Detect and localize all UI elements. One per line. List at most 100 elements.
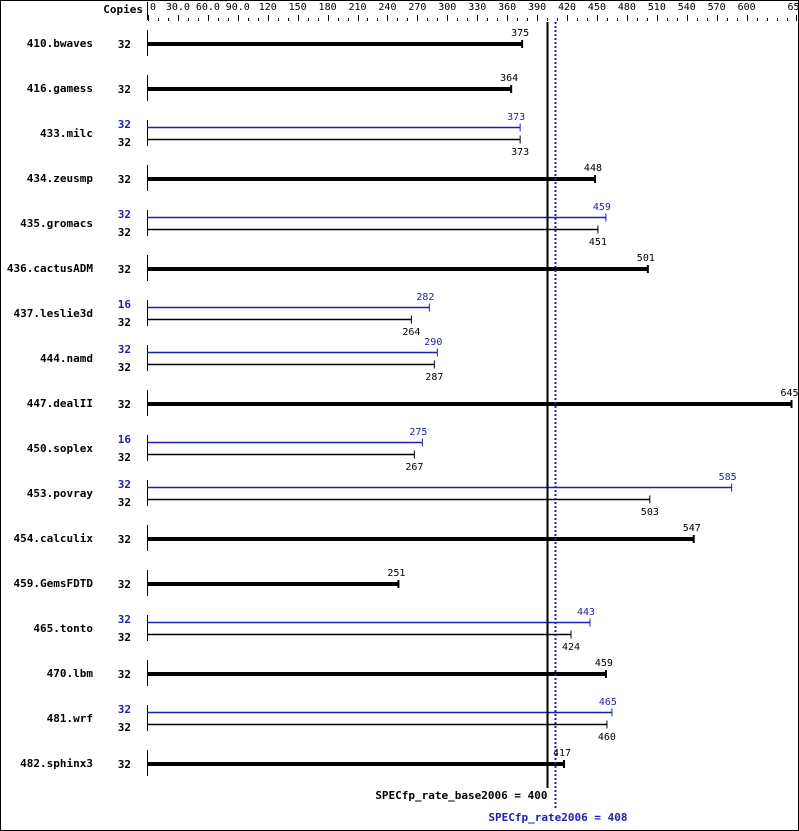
benchmark-name: 453.povray [27,487,94,500]
benchmark-row: 453.povray 32 32 585 503 [27,472,737,518]
peak-copies: 32 [118,118,131,131]
base-value: 424 [562,642,580,653]
axis-tick-label: 210 [348,2,366,13]
base-value: 460 [598,732,616,743]
benchmark-row: 435.gromacs 32 32 459 451 [20,202,611,248]
base-reference-label: SPECfp_rate_base2006 = 400 [375,789,547,802]
benchmark-row: 433.milc 32 32 373 373 [40,112,529,158]
peak-copies: 32 [118,703,131,716]
axis-tick-label: 650 [787,2,799,13]
axis-tick-label: 90.0 [226,2,250,13]
base-copies: 32 [118,263,131,276]
base-value: 547 [683,523,701,534]
benchmark-row: 481.wrf 32 32 465 460 [47,697,617,743]
benchmark-row: 416.gamess 32 364 [27,73,518,101]
base-copies: 32 [118,451,131,464]
benchmark-name: 437.leslie3d [14,307,93,320]
benchmark-row: 434.zeusmp 32 448 [27,163,602,191]
axis-tick-label: 480 [618,2,636,13]
base-copies: 32 [118,758,131,771]
benchmark-name: 454.calculix [14,532,94,545]
base-value: 364 [500,73,518,84]
benchmark-name: 436.cactusADM [7,262,93,275]
copies-header: Copies [103,3,143,16]
base-copies: 32 [118,226,131,239]
base-copies: 32 [118,578,131,591]
axis-tick-label: 30.0 [166,2,190,13]
base-copies: 32 [118,38,131,51]
peak-value: 275 [409,427,427,438]
base-value: 501 [637,253,655,264]
benchmark-name: 465.tonto [33,622,93,635]
peak-value: 282 [416,292,434,303]
base-copies: 32 [118,533,131,546]
benchmark-name: 459.GemsFDTD [14,577,94,590]
base-copies: 32 [118,496,131,509]
benchmark-name: 435.gromacs [20,217,93,230]
benchmark-row: 437.leslie3d 16 32 282 264 [14,292,435,338]
base-value: 287 [425,372,443,383]
axis-tick-label: 270 [408,2,426,13]
peak-value: 585 [719,472,737,483]
axis-tick-label: 120 [259,2,277,13]
benchmark-name: 481.wrf [47,712,93,725]
base-copies: 32 [118,668,131,681]
base-copies: 32 [118,398,131,411]
benchmark-name: 416.gamess [27,82,93,95]
base-copies: 32 [118,136,131,149]
benchmark-row: 450.soplex 16 32 275 267 [27,427,428,473]
base-value: 267 [405,462,423,473]
benchmark-name: 434.zeusmp [27,172,94,185]
base-copies: 32 [118,361,131,374]
base-value: 459 [595,658,613,669]
base-value: 264 [402,327,420,338]
benchmark-name: 444.namd [40,352,93,365]
axis-tick-label: 390 [528,2,546,13]
axis-tick-label: 600 [738,2,756,13]
base-copies: 32 [118,631,131,644]
axis-tick-label: 570 [708,2,726,13]
axis-tick-label: 60.0 [196,2,220,13]
peak-copies: 16 [118,433,132,446]
axis-tick-label: 150 [289,2,307,13]
base-copies: 32 [118,721,131,734]
peak-value: 459 [593,202,611,213]
axis-tick-label: 360 [498,2,516,13]
peak-copies: 32 [118,478,131,491]
peak-value: 465 [599,697,617,708]
benchmark-row: 447.dealII 32 645 [27,388,799,416]
peak-reference-label: SPECfp_rate2006 = 408 [488,811,627,824]
axis-tick-label: 450 [588,2,606,13]
axis-tick-label: 540 [678,2,696,13]
base-copies: 32 [118,316,131,329]
base-value: 451 [589,237,607,248]
peak-copies: 16 [118,298,132,311]
axis-tick-label: 420 [558,2,576,13]
axis-tick-label: 330 [468,2,486,13]
benchmark-row: 436.cactusADM 32 501 [7,253,655,281]
axis-tick-label: 300 [438,2,456,13]
base-value: 645 [780,388,798,399]
benchmark-name: 447.dealII [27,397,93,410]
benchmark-row: 482.sphinx3 32 417 [20,748,571,776]
benchmark-row: 459.GemsFDTD 32 251 [14,568,405,596]
base-value: 373 [511,147,529,158]
peak-value: 443 [577,607,595,618]
axis-tick-label: 180 [319,2,337,13]
peak-copies: 32 [118,208,131,221]
axis-tick-label: 0 [150,2,156,13]
base-value: 448 [584,163,602,174]
peak-copies: 32 [118,343,131,356]
peak-copies: 32 [118,613,131,626]
axis-tick-label: 240 [378,2,396,13]
base-copies: 32 [118,173,131,186]
base-value: 503 [641,507,659,518]
benchmark-row: 465.tonto 32 32 443 424 [33,607,595,653]
benchmark-name: 470.lbm [47,667,94,680]
benchmark-name: 482.sphinx3 [20,757,93,770]
benchmark-row: 444.namd 32 32 290 287 [40,337,443,383]
benchmark-row: 410.bwaves 32 375 [27,28,529,56]
base-value: 251 [387,568,405,579]
benchmark-name: 433.milc [40,127,93,140]
